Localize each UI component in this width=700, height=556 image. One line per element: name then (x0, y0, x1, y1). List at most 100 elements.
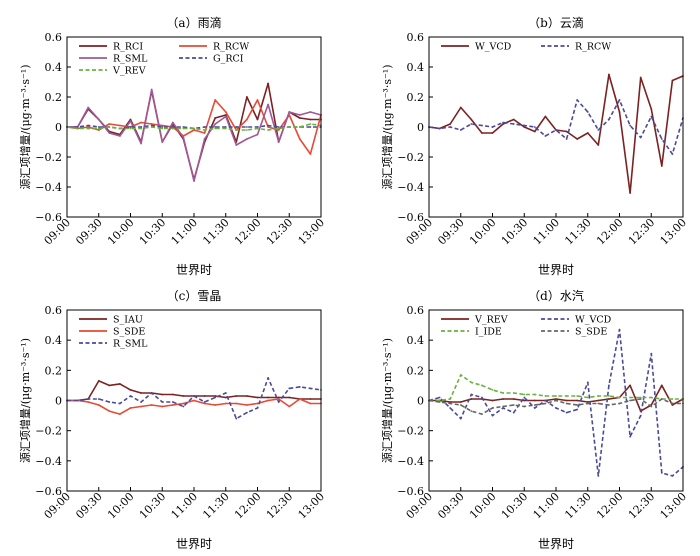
data-point (481, 132, 483, 134)
data-point (576, 99, 579, 101)
data-point (660, 165, 663, 167)
data-point (660, 384, 663, 387)
data-point (470, 410, 473, 412)
legend: R_RCI R_RCW R_SML G_RCI V_REV (79, 42, 249, 77)
data-point (246, 395, 248, 397)
data-point (193, 127, 195, 130)
data-point (544, 399, 547, 402)
data-point (140, 392, 143, 394)
data-point (298, 386, 301, 388)
x-axis-label: 世界时 (176, 537, 212, 551)
data-point (491, 414, 494, 417)
legend-label: W_VCD (575, 315, 612, 326)
data-point (565, 399, 568, 402)
data-point (629, 124, 631, 127)
data-point (502, 121, 504, 124)
data-point (523, 396, 526, 399)
data-point (671, 475, 674, 477)
data-point (491, 389, 494, 391)
data-point (523, 393, 526, 396)
x-axis-label: 世界时 (176, 263, 212, 277)
data-point (277, 396, 280, 399)
data-point (449, 402, 452, 405)
data-point (576, 399, 579, 402)
data-point (459, 374, 462, 376)
data-point (203, 132, 206, 134)
data-point (523, 124, 526, 127)
data-point (97, 380, 100, 382)
data-point (491, 407, 494, 409)
data-point (256, 99, 259, 101)
data-point (150, 126, 153, 128)
data-point (119, 402, 121, 405)
x-tick-label: 10:30 (499, 216, 531, 248)
data-point (182, 402, 185, 405)
panel-title: （b）云滴 (528, 15, 584, 30)
x-axis-label: 世界时 (538, 263, 574, 277)
data-point (140, 121, 143, 124)
data-point (267, 396, 269, 399)
y-axis-label: 源汇项增量/(μg·m⁻³·s⁻¹) (380, 338, 394, 463)
y-tick-label: 0.2 (45, 91, 63, 104)
legend-label: W_VCD (475, 42, 512, 53)
data-point (87, 124, 90, 127)
data-point (449, 123, 452, 125)
data-point (502, 398, 504, 400)
x-tick-label: 11:30 (200, 216, 232, 248)
data-point (87, 106, 90, 109)
data-point (214, 404, 217, 406)
data-point (97, 398, 100, 400)
data-point (203, 138, 206, 140)
chart-panel-2: （b）云滴0.60.40.20−0.2−0.4−0.609:00 09:30 10:… (380, 15, 689, 277)
data-point (140, 142, 143, 145)
data-point (203, 126, 206, 128)
data-point (298, 126, 301, 128)
data-point (544, 115, 547, 118)
data-point (214, 395, 217, 397)
data-point (608, 73, 610, 76)
data-point (470, 123, 473, 125)
data-point (481, 396, 483, 399)
y-tick-label: 0.6 (45, 304, 63, 317)
data-point (608, 384, 610, 387)
x-tick-label: 13:00 (296, 490, 328, 522)
data-point (586, 402, 589, 405)
x-tick-label: 10:00 (105, 490, 137, 522)
data-point (586, 132, 589, 134)
data-point (129, 118, 132, 121)
series-I_IDE (428, 374, 684, 402)
data-point (277, 126, 280, 128)
y-tick-label: 0.6 (45, 31, 63, 44)
data-point (140, 127, 143, 130)
data-point (586, 111, 589, 113)
data-point (171, 393, 174, 396)
data-point (140, 405, 143, 408)
x-tick-label: 11:00 (169, 216, 201, 248)
data-point (555, 407, 557, 409)
data-point (171, 401, 174, 403)
data-point (129, 407, 132, 409)
data-point (161, 126, 164, 128)
data-point (639, 398, 642, 400)
series-R_SML (66, 88, 322, 182)
series-R_RCW (428, 99, 684, 155)
legend-label: R_RCW (575, 42, 611, 53)
series-W_VCD (428, 73, 684, 194)
data-point (438, 399, 441, 402)
data-point (671, 404, 674, 406)
legend: V_REV W_VCD I_IDE S_SDE (441, 315, 612, 338)
data-point (544, 402, 547, 405)
data-point (214, 123, 217, 125)
y-tick-label: 0 (55, 121, 62, 134)
data-point (309, 118, 312, 121)
data-point (586, 401, 589, 403)
x-tick-label: 12:30 (264, 490, 296, 522)
plot-frame (428, 36, 684, 218)
data-point (449, 401, 452, 403)
data-point (512, 398, 515, 400)
data-point (533, 126, 536, 128)
data-point (629, 399, 631, 402)
data-point (171, 404, 174, 406)
data-point (256, 127, 259, 130)
